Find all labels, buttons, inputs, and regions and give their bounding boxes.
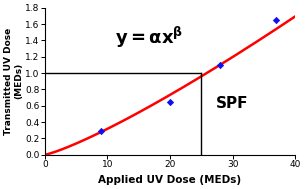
- X-axis label: Applied UV Dose (MEDs): Applied UV Dose (MEDs): [99, 175, 242, 185]
- Point: [274, 18, 279, 21]
- Point: [167, 101, 172, 104]
- Y-axis label: Transmitted UV Dose
(MEDs): Transmitted UV Dose (MEDs): [4, 28, 23, 135]
- Point: [99, 129, 104, 132]
- Text: SPF: SPF: [216, 96, 249, 111]
- Point: [218, 63, 223, 66]
- Text: $\mathbf{y = \alpha x^{\beta}}$: $\mathbf{y = \alpha x^{\beta}}$: [115, 25, 183, 50]
